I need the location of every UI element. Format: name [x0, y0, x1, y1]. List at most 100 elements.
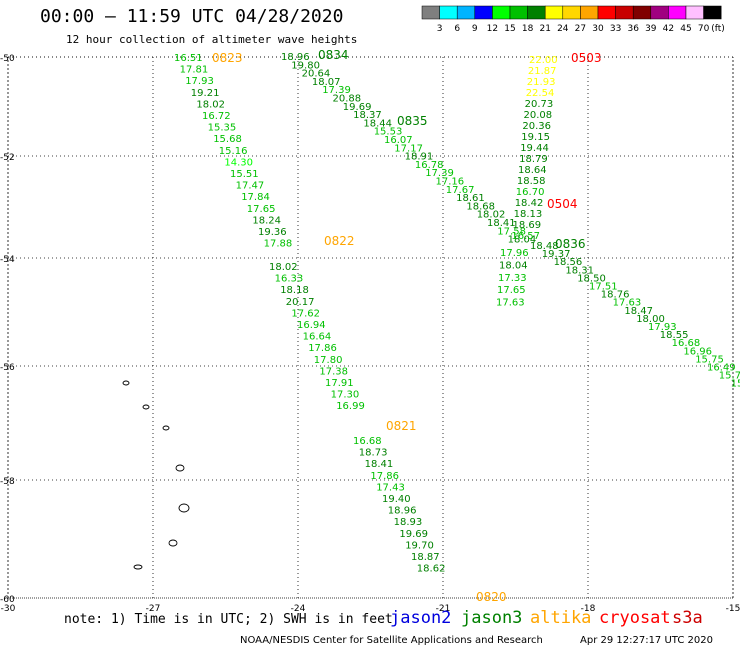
wave-height-value: 16.68 — [672, 338, 701, 349]
wave-height-value: 18.00 — [636, 314, 665, 325]
wave-height-value: 17.93 — [648, 322, 677, 333]
wave-height-value: 19.37 — [542, 249, 571, 260]
wave-height-value: 19.70 — [405, 540, 434, 551]
wave-height-value: 16.96 — [683, 346, 712, 357]
wave-height-value: 20.08 — [524, 110, 553, 121]
legend-swatch — [632, 5, 652, 20]
map-frame — [7, 56, 734, 599]
wave-height-value: 15.75 — [695, 354, 724, 365]
wave-height-value: 16.78 — [415, 160, 444, 171]
legend-jason3: jason3 — [461, 608, 523, 628]
island-outline — [175, 464, 185, 472]
legend-tick-label: 36 — [627, 24, 639, 34]
wave-height-value: 18.50 — [577, 273, 606, 284]
wave-height-value: 18.48 — [530, 241, 559, 252]
wave-height-value: 18.04 — [499, 260, 528, 271]
wave-height-value: 18.96 — [388, 506, 417, 517]
wave-height-value: 19.15 — [521, 132, 550, 143]
wave-height-value: 17.63 — [613, 298, 642, 309]
wave-height-value: 18.76 — [601, 290, 630, 301]
page-subtitle: 12 hour collection of altimeter wave hei… — [66, 33, 358, 46]
wave-height-value: 17.67 — [446, 185, 475, 196]
wave-height-value: 18.31 — [565, 265, 594, 276]
wave-height-value: 17.65 — [497, 285, 526, 296]
wave-height-value: 18.41 — [487, 218, 516, 229]
pass-label: 0835 — [397, 114, 428, 128]
wave-height-value: 19.21 — [191, 88, 220, 99]
wave-height-value: 16.49 — [707, 363, 736, 374]
wave-height-value: 18.64 — [518, 165, 547, 176]
lat-label: -58 — [0, 477, 15, 487]
lon-label: -24 — [291, 604, 306, 614]
wave-height-value: 17.88 — [264, 239, 293, 250]
wave-height-value: 15.77 — [719, 371, 740, 382]
wave-height-value: 17.86 — [308, 343, 337, 354]
legend-unit: (ft) — [711, 24, 725, 34]
wave-height-value: 21.93 — [527, 77, 556, 88]
legend-swatch — [650, 5, 669, 20]
wave-height-value: 17.17 — [394, 143, 423, 154]
legend-swatch — [685, 5, 704, 20]
wave-height-value: 18.79 — [519, 154, 548, 165]
legend-tick-label: 3 — [437, 24, 443, 34]
wave-height-value: 19.80 — [291, 60, 320, 71]
legend-swatch — [703, 5, 722, 20]
legend-tick-label: 24 — [557, 24, 569, 34]
legend-swatch — [562, 5, 581, 20]
wave-height-value: 18.02 — [269, 262, 298, 273]
wave-height-value: 15.68 — [213, 134, 242, 145]
wave-height-value: 17.16 — [436, 177, 465, 188]
wave-height-value: 22.54 — [526, 88, 555, 99]
legend-altika: altika — [530, 608, 592, 628]
wave-height-value: 17.47 — [236, 181, 265, 192]
wave-height-value: 18.41 — [365, 459, 394, 470]
island-outline — [168, 539, 178, 547]
legend-swatch — [439, 5, 458, 20]
wave-height-value: 18.69 — [513, 220, 542, 231]
wave-height-value: 18.37 — [353, 110, 382, 121]
legend-cryosat: cryosat — [599, 608, 671, 628]
legend-swatch — [421, 5, 440, 20]
wave-height-value: 17.39 — [425, 168, 454, 179]
wave-height-value: 17.58 — [497, 226, 526, 237]
wave-height-value: 19.36 — [258, 227, 287, 238]
wave-height-value: 18.47 — [624, 306, 653, 317]
wave-height-value: 18.61 — [456, 193, 485, 204]
wave-height-value: 18.87 — [411, 552, 440, 563]
wave-height-value: 16.07 — [384, 135, 413, 146]
wave-height-value: 18.44 — [363, 118, 392, 129]
pass-label: 0504 — [547, 197, 578, 211]
wave-height-value: 18.42 — [515, 198, 544, 209]
legend-swatch — [456, 5, 476, 20]
legend-tick-label: 6 — [454, 24, 460, 34]
wave-height-value: 18.56 — [554, 257, 583, 268]
lat-label: -56 — [0, 363, 15, 373]
legend-tick-label: 18 — [522, 24, 534, 34]
legend-tick-label: 9 — [472, 24, 478, 34]
wave-height-value: 16.70 — [516, 187, 545, 198]
legend-tick-label: 33 — [610, 24, 621, 34]
wave-height-value: 19.40 — [382, 494, 411, 505]
legend-swatch — [668, 5, 687, 20]
legend-swatch — [544, 5, 564, 20]
legend-tick-label: 45 — [680, 24, 691, 34]
wave-height-value: 16.72 — [202, 111, 231, 122]
wave-height-value: 15.53 — [374, 127, 403, 138]
wave-height-value: 17.65 — [247, 204, 276, 215]
island-outline — [142, 404, 150, 410]
legend-swatch — [474, 5, 493, 20]
wave-height-value: 17.80 — [314, 355, 343, 366]
lon-label: -30 — [1, 604, 16, 614]
wave-height-value: 17.33 — [498, 273, 527, 284]
islands — [122, 380, 190, 570]
wave-height-value: 16.94 — [297, 320, 326, 331]
wave-height-value: 17.91 — [325, 378, 354, 389]
lat-label: -60 — [0, 595, 15, 605]
lon-label: -18 — [581, 604, 596, 614]
wave-height-value: 17.43 — [376, 482, 405, 493]
wave-height-value: 21.87 — [528, 66, 557, 77]
wave-height-value: 20.17 — [286, 297, 315, 308]
pass-label: 0503 — [571, 51, 602, 65]
